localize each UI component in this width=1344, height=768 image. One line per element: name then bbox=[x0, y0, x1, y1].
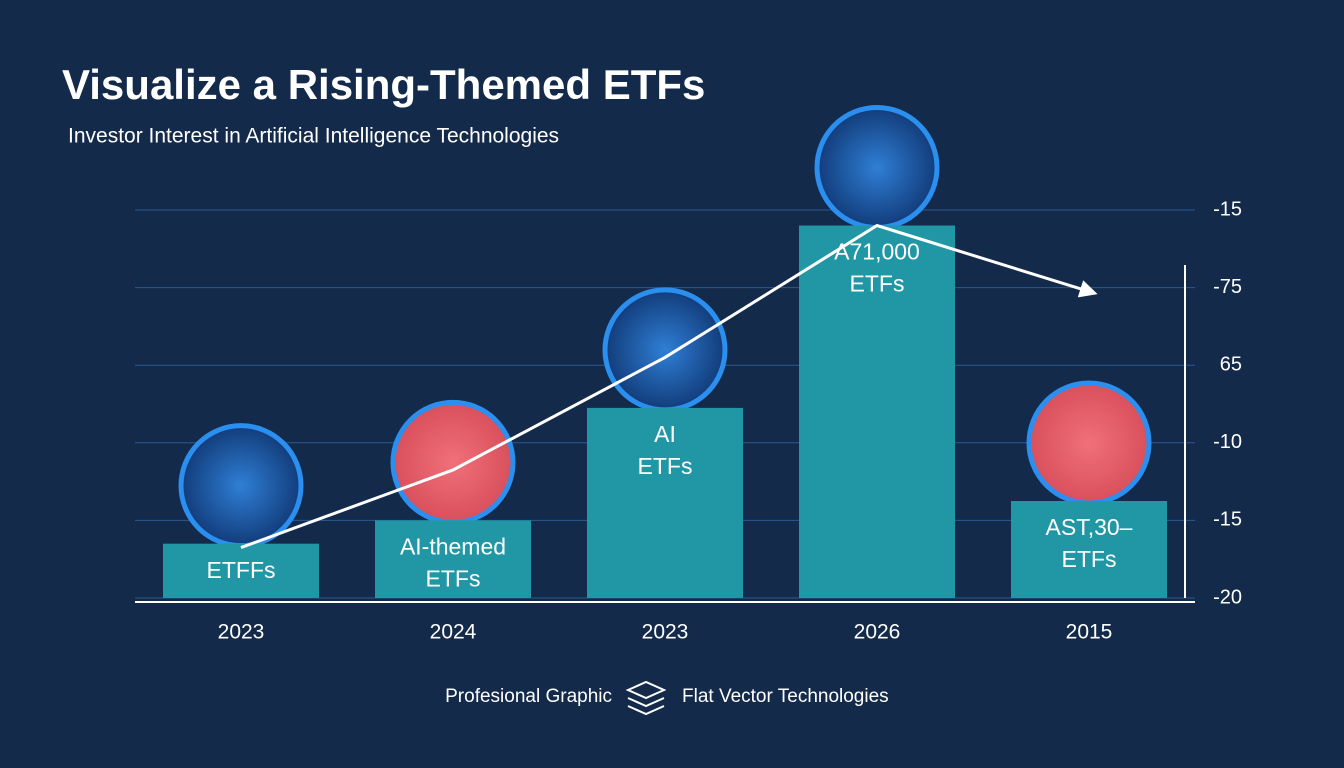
bar-label: ETFFs bbox=[207, 557, 276, 583]
bar bbox=[163, 543, 319, 598]
x-tick-label: 2023 bbox=[218, 621, 265, 644]
y-tick-label: -75 bbox=[1213, 276, 1242, 298]
x-tick-label: 2015 bbox=[1066, 621, 1113, 644]
bar bbox=[587, 407, 743, 598]
icon-circle bbox=[602, 287, 728, 413]
y-tick-label: -10 bbox=[1213, 431, 1242, 453]
footer-left: Profesional Graphic bbox=[445, 686, 612, 707]
bar-label: AST,30– bbox=[1046, 514, 1133, 540]
bar-label: ETFs bbox=[426, 565, 481, 591]
bar-label: ETFs bbox=[850, 271, 905, 297]
footer-icon bbox=[625, 680, 667, 716]
chart-title: Visualize a Rising-Themed ETFs bbox=[62, 61, 705, 108]
icon-circle bbox=[178, 423, 304, 549]
y-tick-label: 65 bbox=[1220, 353, 1242, 375]
icon-circle bbox=[390, 399, 516, 525]
bar bbox=[799, 225, 955, 598]
bar-label: ETFs bbox=[1062, 546, 1117, 572]
x-tick-label: 2024 bbox=[430, 621, 477, 644]
icon-circle bbox=[814, 105, 940, 231]
bar bbox=[1011, 501, 1167, 598]
y-tick-label: -15 bbox=[1213, 509, 1242, 531]
footer-right: Flat Vector Technologies bbox=[682, 686, 889, 707]
bar bbox=[375, 520, 531, 598]
icon-circle bbox=[1026, 380, 1152, 506]
y-tick-label: -20 bbox=[1213, 586, 1242, 608]
plot: -20 -15 -10 65 -75 -15 2023 ETFFs 2024 AI-themed E… bbox=[135, 105, 1242, 644]
x-tick-label: 2026 bbox=[854, 621, 901, 644]
chart-subtitle: Investor Interest in Artificial Intellig… bbox=[68, 125, 559, 148]
bar-label: AI-themed bbox=[400, 533, 506, 559]
x-tick-label: 2023 bbox=[642, 621, 689, 644]
bar-label: ETFs bbox=[638, 453, 693, 479]
bar-label: AI bbox=[654, 421, 676, 447]
y-tick-label: -15 bbox=[1213, 198, 1242, 220]
trend-line bbox=[240, 223, 1098, 549]
